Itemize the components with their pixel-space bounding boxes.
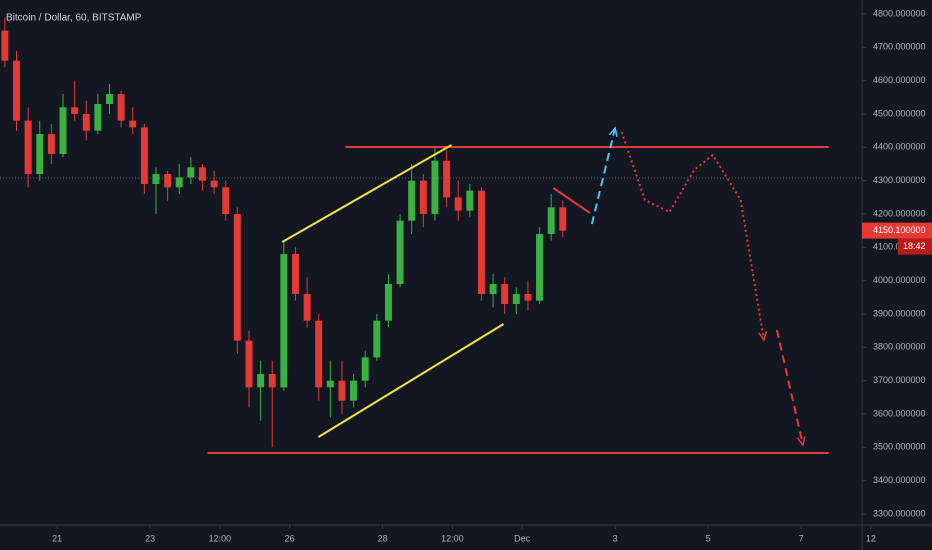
candle-body: [524, 294, 532, 301]
y-tick-label: 4400.000000: [873, 142, 926, 152]
chart-title: Bitcoin / Dollar, 60, BITSTAMP: [6, 13, 142, 24]
y-tick-label: 4500.000000: [873, 108, 926, 118]
candle-body: [175, 177, 183, 188]
y-tick-label: 3900.000000: [873, 308, 926, 318]
candle-body: [257, 374, 265, 388]
x-tick-label: 3: [613, 533, 618, 543]
candle-body: [13, 60, 20, 121]
candle-body: [59, 107, 67, 154]
candle-body: [164, 174, 172, 188]
candle-body: [1, 30, 9, 61]
arrow-head: [608, 126, 618, 137]
candle-body: [489, 284, 497, 294]
candle-body: [71, 107, 79, 114]
candle-body: [303, 294, 311, 321]
x-tick-label: 26: [285, 533, 295, 543]
candle-body: [373, 320, 381, 358]
y-tick-label: 4800.000000: [873, 8, 926, 18]
candle-body: [210, 180, 218, 188]
candle-body: [280, 254, 288, 388]
candle-body: [350, 380, 358, 401]
candle-body: [361, 357, 369, 381]
candle-body: [222, 187, 230, 214]
y-tick-label: 4200.000000: [873, 208, 926, 218]
y-tick-label: 3700.000000: [873, 375, 926, 385]
candle-body: [117, 94, 125, 121]
x-tick-label: 12:00: [441, 533, 464, 543]
drawing-line: [775, 329, 804, 446]
candle-body: [187, 167, 195, 178]
y-tick-label: 3500.000000: [873, 442, 926, 452]
candle-body: [536, 234, 544, 301]
x-tick-label: 12: [866, 533, 876, 543]
y-tick-label: 4700.000000: [873, 42, 926, 52]
x-tick-label: 7: [799, 533, 804, 543]
y-tick-label: 4300.000000: [873, 175, 926, 185]
candle-body: [326, 380, 334, 388]
last-price-tag: [862, 222, 932, 239]
candle-body: [547, 207, 555, 234]
y-tick-label: 3600.000000: [873, 408, 926, 418]
candle-body: [291, 254, 299, 294]
x-tick-label: 21: [52, 533, 62, 543]
candle-body: [268, 374, 276, 388]
x-tick-label: 28: [378, 533, 388, 543]
arrow-head: [796, 436, 806, 447]
candle-body: [245, 340, 253, 388]
candle-body: [384, 284, 392, 321]
drawing-line: [317, 323, 505, 438]
candle-body: [47, 134, 55, 154]
drawing-line: [620, 131, 765, 341]
x-tick-label: 5: [706, 533, 711, 543]
candle-body: [396, 220, 404, 284]
candle-body: [408, 180, 416, 221]
candle-body: [466, 190, 474, 211]
candle-body: [24, 120, 32, 174]
candle-body: [82, 114, 90, 131]
candle-body: [477, 190, 485, 294]
candle-body: [233, 214, 241, 341]
y-tick-label: 3800.000000: [873, 342, 926, 352]
countdown-label: 18:42: [903, 241, 926, 251]
candle-body: [36, 134, 44, 174]
drawing-line: [281, 144, 452, 243]
y-tick-label: 3300.000000: [873, 508, 926, 518]
drawing-line: [590, 127, 617, 225]
x-tick-label: 12:00: [209, 533, 232, 543]
candle-body: [559, 207, 567, 231]
candle-body: [431, 160, 439, 214]
candle-body: [129, 120, 137, 128]
candle-body: [140, 127, 148, 184]
drawing-line: [552, 187, 591, 214]
x-tick-label: Dec: [514, 533, 531, 543]
last-price-label: 4150.100000: [873, 225, 926, 235]
candle-body: [443, 160, 451, 198]
candle-body: [338, 380, 346, 401]
candle-body: [94, 104, 102, 131]
candle-body: [512, 294, 520, 304]
y-tick-label: 4000.000000: [873, 275, 926, 285]
candle-body: [315, 320, 323, 388]
candle-body: [419, 180, 427, 214]
arrow-head: [758, 331, 768, 342]
x-tick-label: 23: [145, 533, 155, 543]
candle-body: [454, 197, 462, 211]
y-tick-label: 4600.000000: [873, 75, 926, 85]
candle-body: [152, 174, 160, 184]
y-tick-label: 3400.000000: [873, 475, 926, 485]
candle-body: [501, 284, 509, 304]
countdown-tag: [898, 238, 932, 255]
candle-body: [198, 167, 206, 181]
candle-body: [106, 94, 113, 104]
